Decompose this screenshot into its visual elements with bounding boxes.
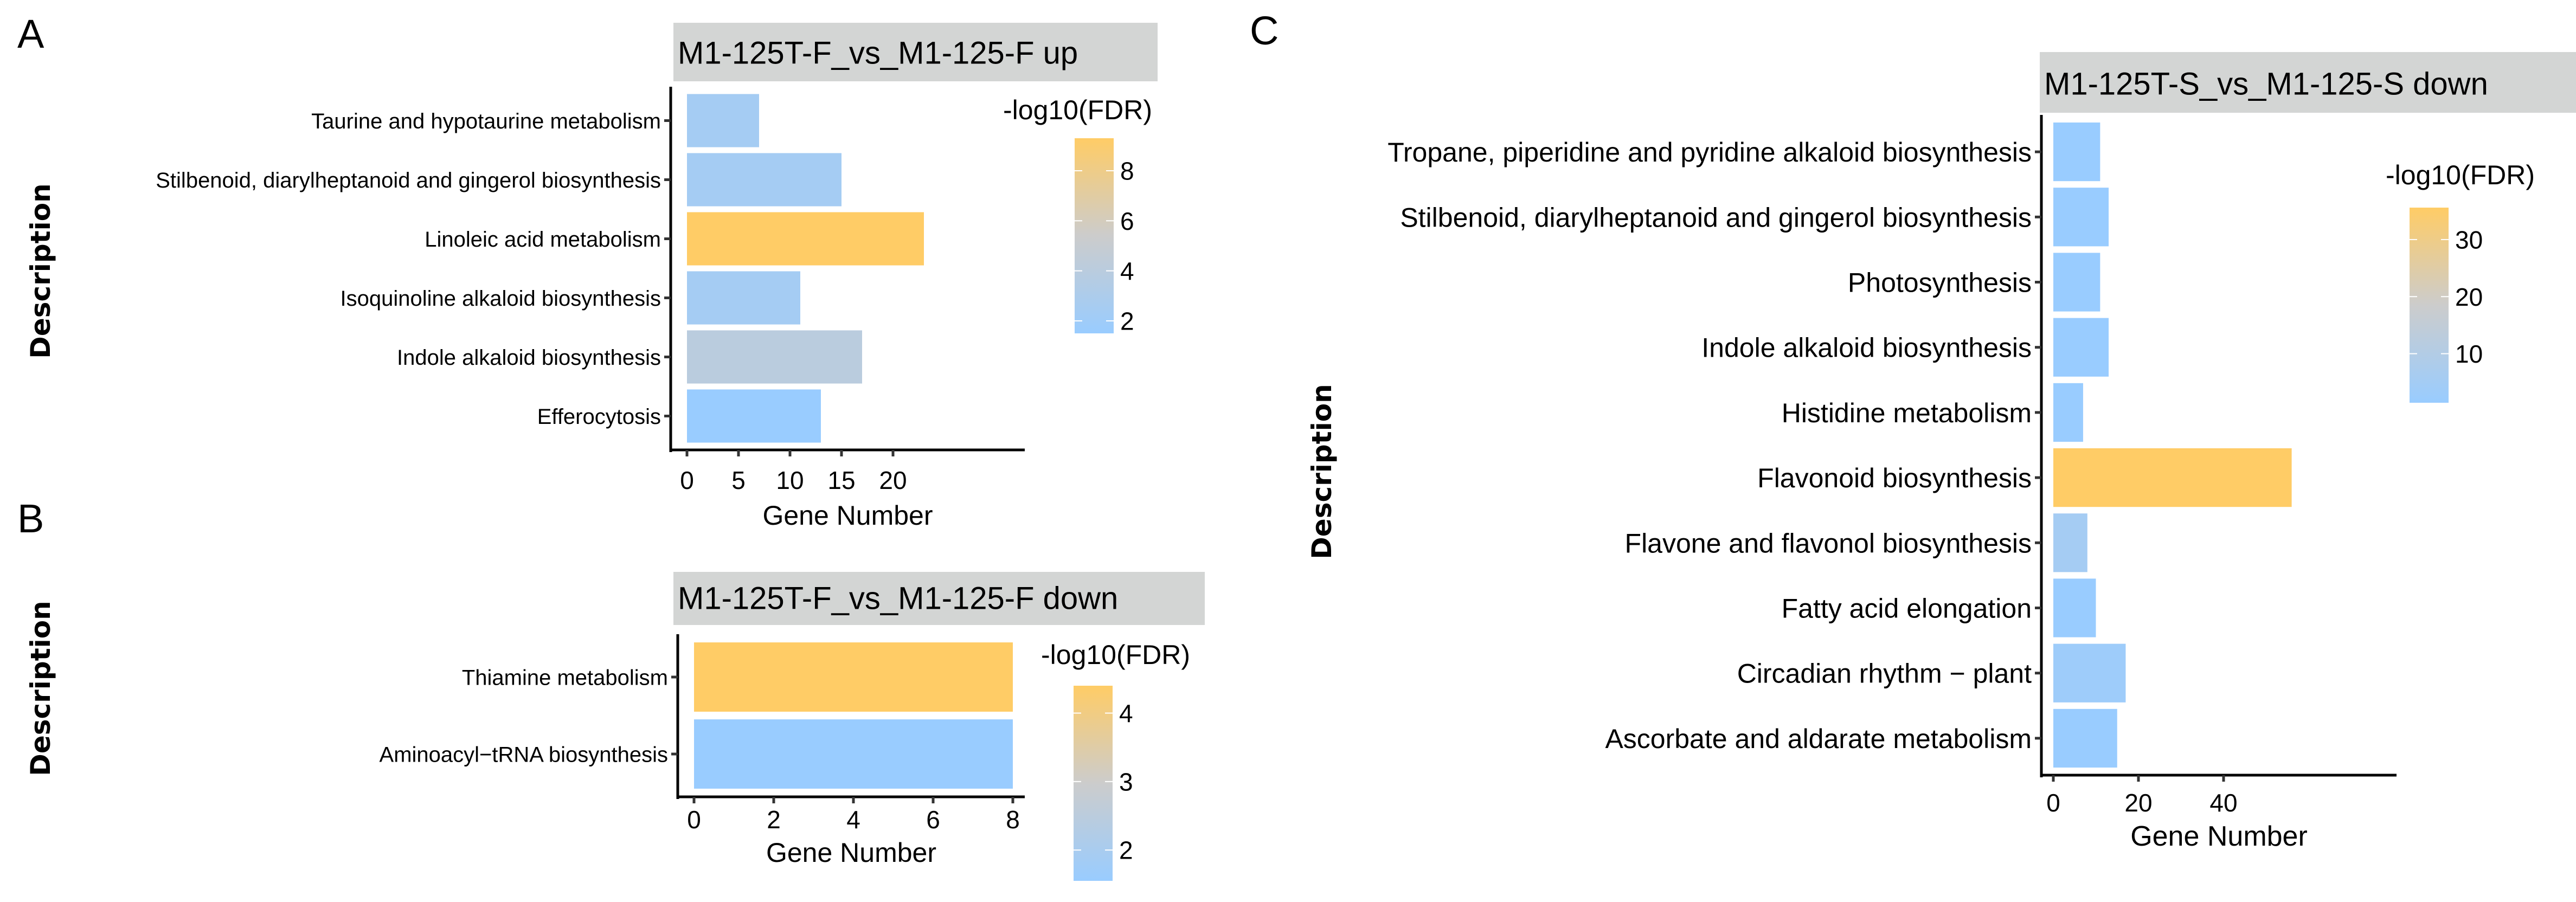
bar <box>2053 123 2100 182</box>
colorbar-tick-label: 6 <box>1120 207 1134 235</box>
category-label: Aminoacyl−tRNA biosynthesis <box>380 743 668 766</box>
category-label: Stilbenoid, diarylheptanoid and gingerol… <box>1400 202 2032 233</box>
bar <box>694 642 1013 712</box>
y-axis-title: Description <box>25 601 56 776</box>
x-tick-label: 0 <box>680 466 694 494</box>
y-axis-title: Description <box>25 183 56 358</box>
category-label: Stilbenoid, diarylheptanoid and gingerol… <box>156 169 661 192</box>
colorbar <box>2410 208 2449 403</box>
colorbar-tick-label: 20 <box>2455 283 2483 311</box>
panel-letter-b: B <box>17 496 44 541</box>
bar <box>2053 448 2292 507</box>
x-tick-label: 20 <box>2124 789 2152 817</box>
bar <box>687 94 759 147</box>
bar <box>2053 643 2126 703</box>
bar <box>2053 708 2117 768</box>
colorbar-tick-label: 4 <box>1119 699 1133 727</box>
bar <box>687 153 841 207</box>
legend-title: -log10(FDR) <box>1003 95 1152 125</box>
x-axis-title: Gene Number <box>766 837 936 868</box>
x-axis-title: Gene Number <box>762 500 933 531</box>
colorbar-tick-label: 3 <box>1119 768 1133 796</box>
bar <box>2053 578 2096 637</box>
bar <box>2053 188 2109 247</box>
bar <box>2053 318 2109 377</box>
colorbar-tick-label: 4 <box>1120 257 1134 285</box>
panel-c-chart: M1-125T-S_vs_M1-125-S down Description Tro… <box>1306 52 2576 852</box>
x-tick-label: 20 <box>879 466 907 494</box>
colorbar-tick-label: 30 <box>2455 226 2483 254</box>
legend-title: -log10(FDR) <box>2386 160 2535 190</box>
colorbar <box>1074 686 1113 881</box>
x-axis-title: Gene Number <box>2130 821 2308 852</box>
category-label: Flavone and flavonol biosynthesis <box>1625 528 2032 558</box>
x-tick-label: 6 <box>926 806 940 834</box>
x-tick-label: 5 <box>731 466 746 494</box>
x-tick-label: 40 <box>2209 789 2237 817</box>
facet-title: M1-125T-F_vs_M1-125-F down <box>678 581 1118 616</box>
bar <box>687 389 821 443</box>
bar <box>687 330 862 384</box>
category-label: Ascorbate and aldarate metabolism <box>1605 724 2032 754</box>
x-tick-label: 0 <box>687 806 701 834</box>
facet-strip <box>2040 52 2576 113</box>
y-axis-title: Description <box>1306 384 1338 559</box>
x-tick-label: 0 <box>2046 789 2060 817</box>
category-label: Taurine and hypotaurine metabolism <box>311 109 661 133</box>
panel-b-chart: M1-125T-F_vs_M1-125-F down Description Thi… <box>25 572 1205 881</box>
x-tick-label: 8 <box>1006 806 1020 834</box>
category-label: Histidine metabolism <box>1782 398 2032 428</box>
bar <box>687 271 800 325</box>
legend-title: -log10(FDR) <box>1041 640 1190 670</box>
category-label: Efferocytosis <box>537 405 661 429</box>
category-label: Thiamine metabolism <box>462 666 668 690</box>
colorbar-tick-label: 2 <box>1120 307 1134 335</box>
category-label: Linoleic acid metabolism <box>425 228 661 252</box>
x-tick-label: 10 <box>776 466 804 494</box>
category-label: Isoquinoline alkaloid biosynthesis <box>341 287 661 311</box>
bar <box>2053 383 2083 442</box>
facet-strip <box>673 23 1158 81</box>
category-label: Circadian rhythm − plant <box>1737 659 2032 689</box>
colorbar-tick-label: 2 <box>1119 836 1133 865</box>
category-label: Flavonoid biosynthesis <box>1757 463 2032 493</box>
x-tick-label: 2 <box>767 806 781 834</box>
category-label: Tropane, piperidine and pyridine alkaloi… <box>1387 137 2032 167</box>
panel-letter-a: A <box>17 11 44 56</box>
category-label: Fatty acid elongation <box>1782 594 2032 624</box>
category-label: Indole alkaloid biosynthesis <box>1701 333 2032 363</box>
bar <box>2053 513 2087 572</box>
x-tick-label: 4 <box>846 806 860 834</box>
bar <box>694 719 1013 789</box>
panel-a-chart: M1-125T-F_vs_M1-125-F up Description Tauri… <box>25 23 1158 531</box>
facet-title: M1-125T-S_vs_M1-125-S down <box>2044 66 2488 101</box>
facet-strip <box>673 572 1205 625</box>
x-tick-label: 15 <box>827 466 855 494</box>
panel-letter-c: C <box>1250 8 1279 53</box>
facet-title: M1-125T-F_vs_M1-125-F up <box>678 36 1078 71</box>
colorbar-tick-label: 10 <box>2455 340 2483 368</box>
category-label: Photosynthesis <box>1848 268 2032 298</box>
category-label: Indole alkaloid biosynthesis <box>397 346 661 370</box>
colorbar <box>1075 138 1114 333</box>
colorbar-tick-label: 8 <box>1120 157 1134 185</box>
bar <box>2053 253 2100 312</box>
bar <box>687 212 924 266</box>
